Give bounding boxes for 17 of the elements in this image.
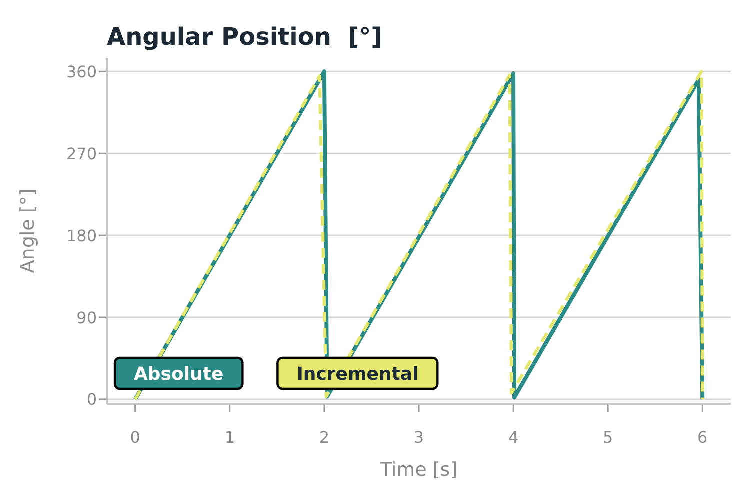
- x-tick-label: 1: [224, 428, 236, 447]
- y-tick-label: 360: [66, 62, 97, 82]
- x-tick-label: 5: [602, 428, 614, 447]
- x-tick-label: 6: [698, 428, 708, 447]
- y-tick-label: 270: [66, 144, 97, 164]
- x-tick-label: 0: [130, 428, 140, 447]
- series-label: Incremental: [296, 364, 419, 385]
- y-tick-label: 0: [86, 390, 97, 410]
- y-tick-label: 180: [66, 226, 97, 246]
- y-axis-title: Angle [°]: [17, 188, 39, 274]
- chart-title: Angular Position [°]: [107, 23, 382, 51]
- y-tick-label: 90: [76, 308, 97, 328]
- x-tick-label: 3: [414, 428, 424, 447]
- series-label: Absolute: [134, 364, 224, 385]
- x-axis-title: Time [s]: [379, 459, 458, 481]
- x-tick-label: 2: [319, 428, 330, 447]
- x-tick-label: 4: [508, 428, 519, 447]
